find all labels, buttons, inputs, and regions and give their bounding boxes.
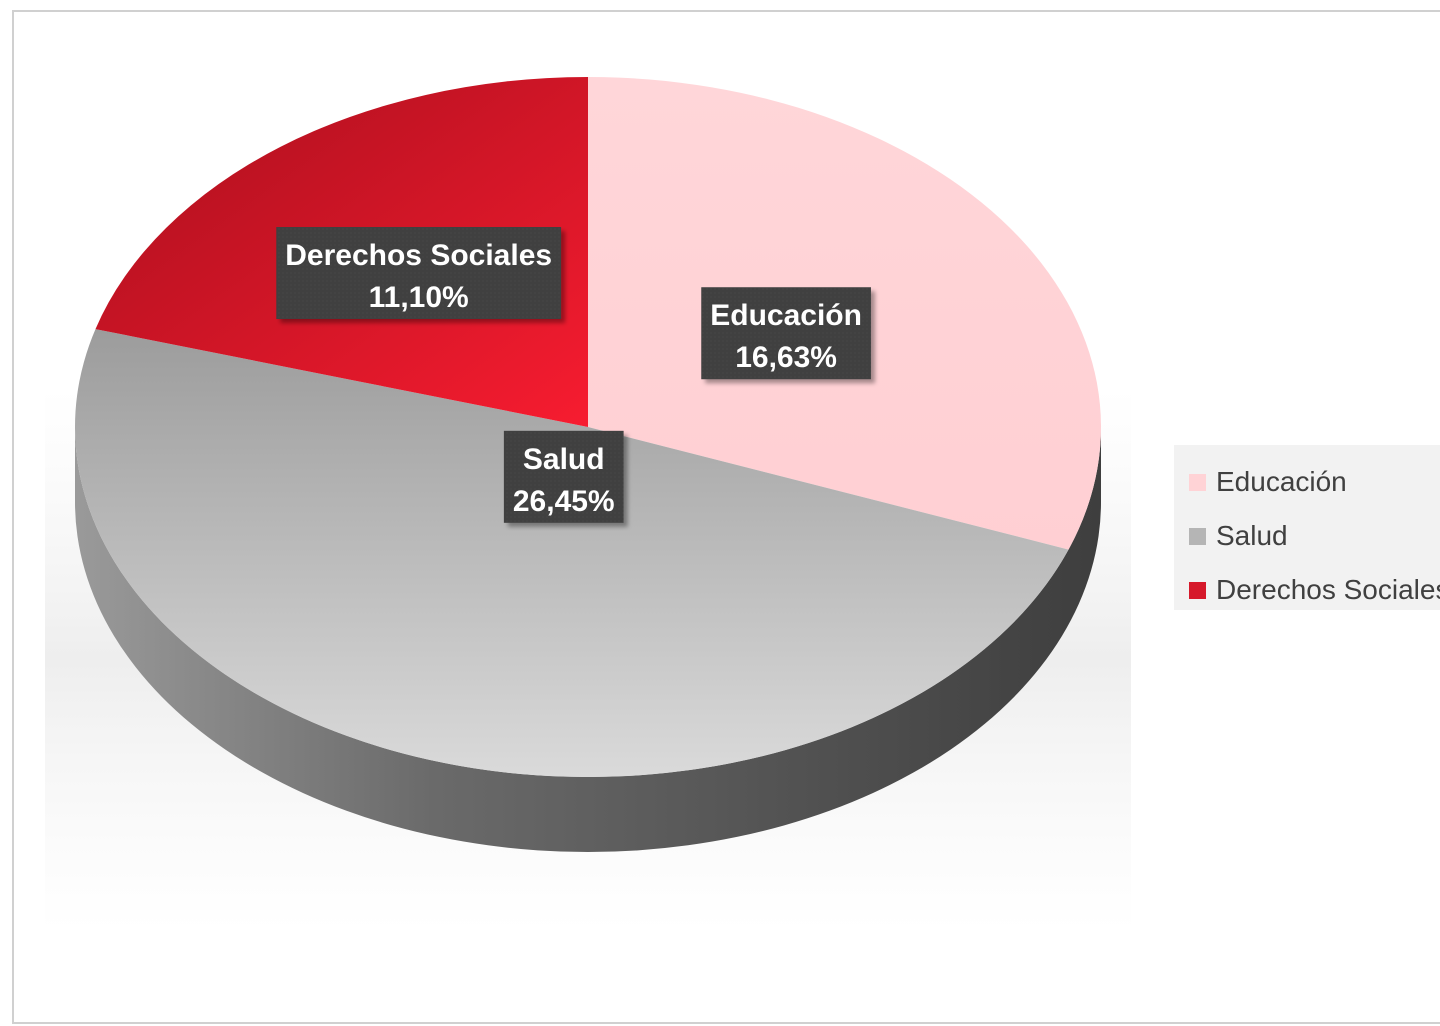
pie-side-wall [75, 427, 1101, 852]
pie-data-labels: Educación 16,63% Salud 26,45% Derechos Socia… [276, 227, 871, 523]
data-label-value: 16,63% [735, 341, 837, 374]
legend-swatch-salud [1189, 527, 1206, 545]
data-label-educacion: Educación 16,63% [701, 287, 871, 380]
legend-item-educacion[interactable]: Educación [1174, 455, 1440, 509]
data-label-salud: Salud 26,45% [503, 430, 624, 523]
legend-label: Derechos Sociales [1216, 574, 1440, 605]
legend-swatch-educacion [1189, 473, 1206, 491]
chart-frame: Educación 16,63% Salud 26,45% Derechos Socia… [12, 10, 1440, 1024]
data-label-derechos-sociales: Derechos Sociales 11,10% [276, 227, 562, 320]
data-label-value: 26,45% [513, 485, 615, 518]
legend-item-derechos-sociales[interactable]: Derechos Sociales [1174, 563, 1440, 617]
pie-slices [74, 77, 1101, 778]
pie-slice-salud[interactable] [74, 329, 1069, 778]
legend-swatch-derechos-sociales [1189, 581, 1206, 599]
pie-chart: Educación 16,63% Salud 26,45% Derechos Socia… [45, 77, 1131, 932]
legend-label: Salud [1216, 520, 1288, 551]
data-label-box [276, 227, 562, 320]
data-label-name: Educación [710, 299, 862, 332]
pie-side [75, 427, 1101, 852]
data-label-value: 11,10% [369, 281, 469, 314]
data-label-box [503, 430, 624, 523]
legend-item-salud[interactable]: Salud [1174, 509, 1440, 563]
data-label-box [701, 287, 871, 380]
data-label-name: Salud [523, 443, 605, 476]
legend: Educación Salud Derechos Sociales [1174, 445, 1440, 610]
data-label-name: Derechos Sociales [285, 239, 552, 272]
legend-label: Educación [1216, 466, 1347, 497]
